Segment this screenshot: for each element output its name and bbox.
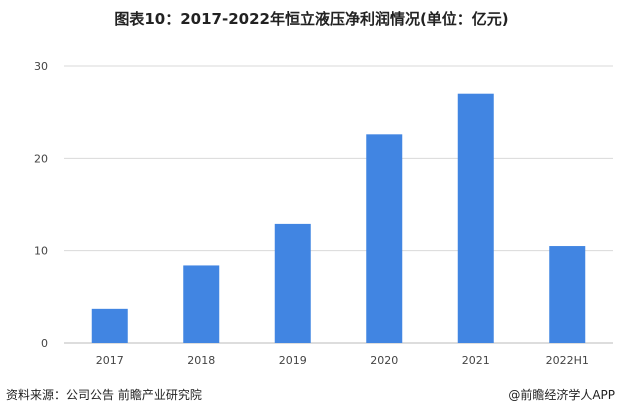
source-note: 资料来源：公司公告 前瞻产业研究院 (6, 388, 202, 402)
bar (183, 265, 220, 343)
x-tick-label: 2017 (96, 354, 124, 367)
y-tick-label: 0 (41, 337, 48, 350)
y-tick-label: 20 (34, 152, 48, 165)
y-tick-label: 10 (34, 245, 48, 258)
chart-title: 图表10：2017-2022年恒立液压净利润情况(单位：亿元) (114, 10, 509, 28)
bar (366, 134, 403, 343)
brand-label: @前瞻经济学人APP (508, 388, 615, 402)
x-tick-label: 2022H1 (546, 354, 589, 367)
x-tick-label: 2018 (187, 354, 215, 367)
bar (274, 223, 311, 343)
x-tick-label: 2021 (462, 354, 490, 367)
bar (549, 246, 586, 343)
bar (91, 308, 128, 343)
x-tick-label: 2019 (279, 354, 307, 367)
y-tick-label: 30 (34, 60, 48, 73)
bar (457, 93, 494, 343)
x-tick-label: 2020 (370, 354, 398, 367)
